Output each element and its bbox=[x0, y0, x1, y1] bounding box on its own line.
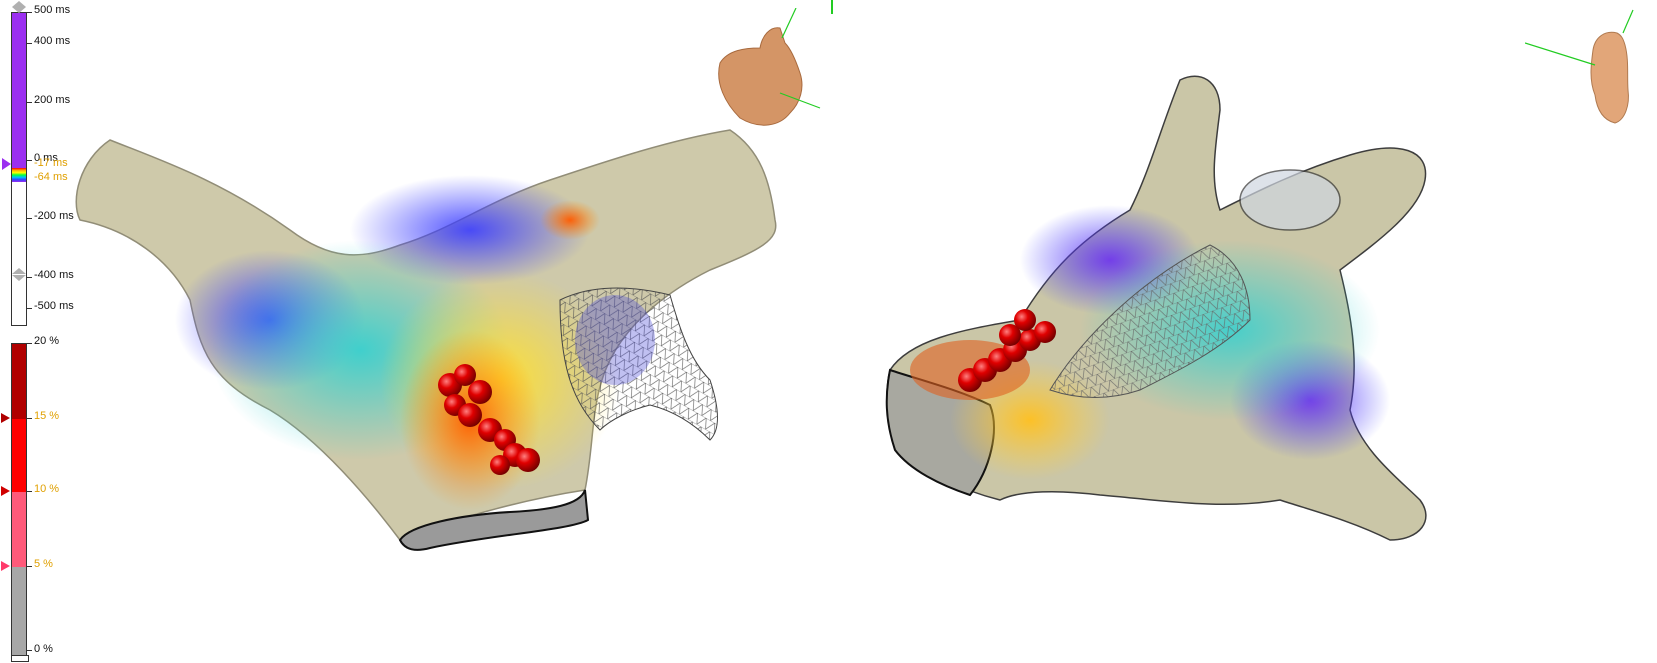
lat-label-neg500: -500 ms bbox=[34, 300, 74, 312]
torso-icon[interactable] bbox=[1525, 5, 1645, 130]
bip-label-5: 5 % bbox=[34, 558, 53, 570]
lat-label-200: 200 ms bbox=[34, 94, 71, 106]
bip-marker-5[interactable] bbox=[1, 561, 10, 571]
lat-purple-fill bbox=[12, 13, 26, 168]
bip-red-band bbox=[12, 419, 26, 492]
lat-label-neg400: -400 ms bbox=[34, 269, 74, 281]
bip-marker-15[interactable] bbox=[1, 413, 10, 423]
lat-label-400: 400 ms bbox=[34, 35, 71, 47]
bipolar-color-scale[interactable] bbox=[11, 343, 27, 657]
lat-window-lower-label: -64 ms bbox=[34, 171, 68, 183]
bip-pink-band bbox=[12, 492, 26, 567]
lat-window-marker[interactable] bbox=[2, 158, 11, 170]
bip-label-0: 0 % bbox=[34, 643, 53, 655]
bip-gray-band bbox=[12, 567, 26, 656]
left-ablation-points bbox=[438, 364, 540, 475]
lat-upper-handle-lower[interactable] bbox=[12, 7, 26, 13]
right-mesh-structure bbox=[1049, 244, 1251, 398]
bip-label-10: 10 % bbox=[34, 483, 60, 495]
left-mesh-structure bbox=[559, 287, 718, 441]
lat-label-neg200: -200 ms bbox=[34, 210, 74, 222]
right-ablation-points bbox=[958, 309, 1056, 392]
lat-window-gradient bbox=[12, 168, 26, 182]
lat-label-0: 0 ms bbox=[34, 152, 58, 164]
lat-lower-handle-lower[interactable] bbox=[12, 275, 26, 281]
torso-icon[interactable] bbox=[700, 8, 830, 133]
right-anatomy-view[interactable] bbox=[880, 70, 1520, 590]
lat-lower-handle[interactable] bbox=[12, 268, 26, 274]
lat-window-upper-label: -17 ms bbox=[34, 157, 68, 169]
bip-label-20: 20 % bbox=[34, 335, 60, 347]
bip-marker-10[interactable] bbox=[1, 486, 10, 496]
bip-bottom-handle[interactable] bbox=[11, 655, 29, 662]
lat-label-500: 500 ms bbox=[34, 4, 71, 16]
lat-color-scale[interactable] bbox=[11, 12, 27, 326]
bip-darkred-band bbox=[12, 344, 26, 419]
lat-upper-handle[interactable] bbox=[12, 1, 26, 7]
green-marker-icon bbox=[831, 0, 833, 14]
bip-label-15: 15 % bbox=[34, 410, 60, 422]
left-anatomy-view[interactable] bbox=[70, 120, 830, 590]
